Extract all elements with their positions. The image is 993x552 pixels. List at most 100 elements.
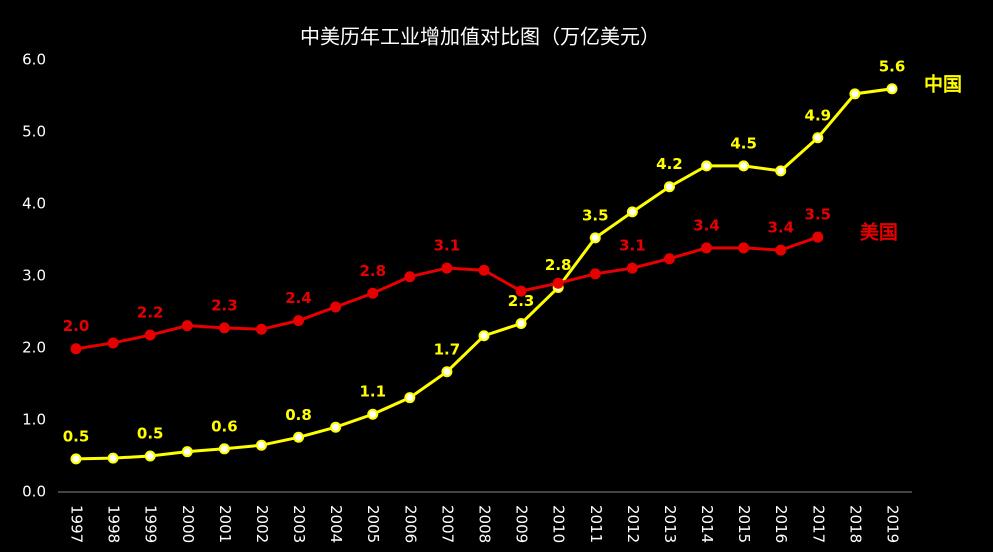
- data-label: 1.1: [359, 383, 386, 401]
- x-tick-label: 2015: [735, 505, 753, 543]
- x-tick-label: 2003: [290, 505, 308, 543]
- x-tick-label: 1997: [68, 505, 86, 543]
- marker: [404, 271, 416, 283]
- x-tick-label: 2018: [846, 505, 864, 543]
- x-tick-label: 2005: [364, 505, 382, 543]
- marker: [701, 242, 713, 254]
- data-label: 3.4: [767, 219, 794, 237]
- marker: [255, 323, 267, 335]
- x-tick-label: 2001: [216, 505, 234, 543]
- data-label: 0.6: [211, 417, 238, 435]
- data-label: 2.3: [211, 296, 238, 314]
- marker: [367, 408, 379, 420]
- data-label: 5.6: [879, 57, 906, 75]
- marker: [701, 160, 713, 172]
- x-tick-label: 2009: [513, 505, 531, 543]
- y-tick-label: 2.0: [22, 339, 46, 357]
- data-label: 4.5: [730, 134, 757, 152]
- marker: [663, 253, 675, 265]
- x-tick-label: 2004: [327, 505, 345, 543]
- marker: [812, 231, 824, 243]
- marker: [255, 439, 267, 451]
- marker: [367, 287, 379, 299]
- x-tick-label: 2010: [550, 505, 568, 543]
- marker: [775, 165, 787, 177]
- marker: [626, 262, 638, 274]
- marker: [738, 242, 750, 254]
- data-label: 1.7: [434, 340, 461, 358]
- marker: [775, 244, 787, 256]
- x-tick-label: 2014: [698, 505, 716, 543]
- data-label: 3.4: [693, 216, 720, 234]
- marker: [886, 83, 898, 95]
- marker: [515, 285, 527, 297]
- marker: [107, 337, 119, 349]
- x-tick-label: 2013: [661, 505, 679, 543]
- x-tick-label: 2012: [624, 505, 642, 543]
- marker: [404, 392, 416, 404]
- marker: [218, 443, 230, 455]
- data-label: 3.5: [805, 206, 832, 224]
- y-tick-label: 6.0: [22, 51, 46, 69]
- marker: [812, 132, 824, 144]
- legend-label: 美国: [860, 221, 898, 244]
- marker: [738, 160, 750, 172]
- x-tick-label: 2006: [401, 505, 419, 543]
- y-tick-label: 4.0: [22, 195, 46, 213]
- x-tick-label: 1999: [142, 505, 160, 543]
- x-tick-label: 2019: [884, 505, 902, 543]
- marker: [441, 366, 453, 378]
- data-label: 0.5: [63, 427, 90, 445]
- x-tick-label: 2008: [476, 505, 494, 543]
- marker: [441, 262, 453, 274]
- marker: [181, 320, 193, 332]
- marker: [144, 329, 156, 341]
- x-tick-label: 2007: [438, 505, 456, 543]
- data-label: 2.4: [285, 289, 312, 307]
- data-label: 4.9: [805, 106, 832, 124]
- data-label: 2.2: [137, 304, 164, 322]
- x-tick-label: 1998: [105, 505, 123, 543]
- marker: [663, 181, 675, 193]
- data-label: 2.8: [359, 262, 386, 280]
- x-tick-label: 2017: [809, 505, 827, 543]
- marker: [515, 318, 527, 330]
- x-tick-label: 2011: [587, 505, 605, 543]
- marker: [70, 343, 82, 355]
- marker: [626, 206, 638, 218]
- marker: [293, 315, 305, 327]
- data-label: 2.0: [63, 317, 90, 335]
- data-label: 3.1: [619, 237, 646, 255]
- marker: [478, 330, 490, 342]
- y-tick-label: 5.0: [22, 123, 46, 141]
- legend-label: 中国: [924, 72, 962, 95]
- x-tick-label: 2002: [253, 505, 271, 543]
- marker: [478, 264, 490, 276]
- y-tick-label: 3.0: [22, 267, 46, 285]
- data-label: 3.5: [582, 206, 609, 224]
- marker: [330, 301, 342, 313]
- data-label: 4.2: [656, 155, 683, 173]
- marker: [293, 431, 305, 443]
- marker: [218, 322, 230, 334]
- marker: [849, 88, 861, 100]
- marker: [107, 452, 119, 464]
- marker: [70, 453, 82, 465]
- y-tick-label: 0.0: [22, 483, 46, 501]
- y-tick-label: 1.0: [22, 411, 46, 429]
- x-tick-label: 2016: [772, 505, 790, 543]
- marker: [589, 268, 601, 280]
- marker: [552, 277, 564, 289]
- data-label: 3.1: [434, 237, 461, 255]
- marker: [181, 446, 193, 458]
- data-label: 0.5: [137, 425, 164, 443]
- marker: [330, 421, 342, 433]
- chart-title: 中美历年工业增加值对比图（万亿美元）: [300, 25, 660, 49]
- data-label: 0.8: [285, 406, 312, 424]
- data-label: 2.3: [508, 292, 535, 310]
- marker: [144, 450, 156, 462]
- x-tick-label: 2000: [179, 505, 197, 543]
- data-label: 2.8: [545, 256, 572, 274]
